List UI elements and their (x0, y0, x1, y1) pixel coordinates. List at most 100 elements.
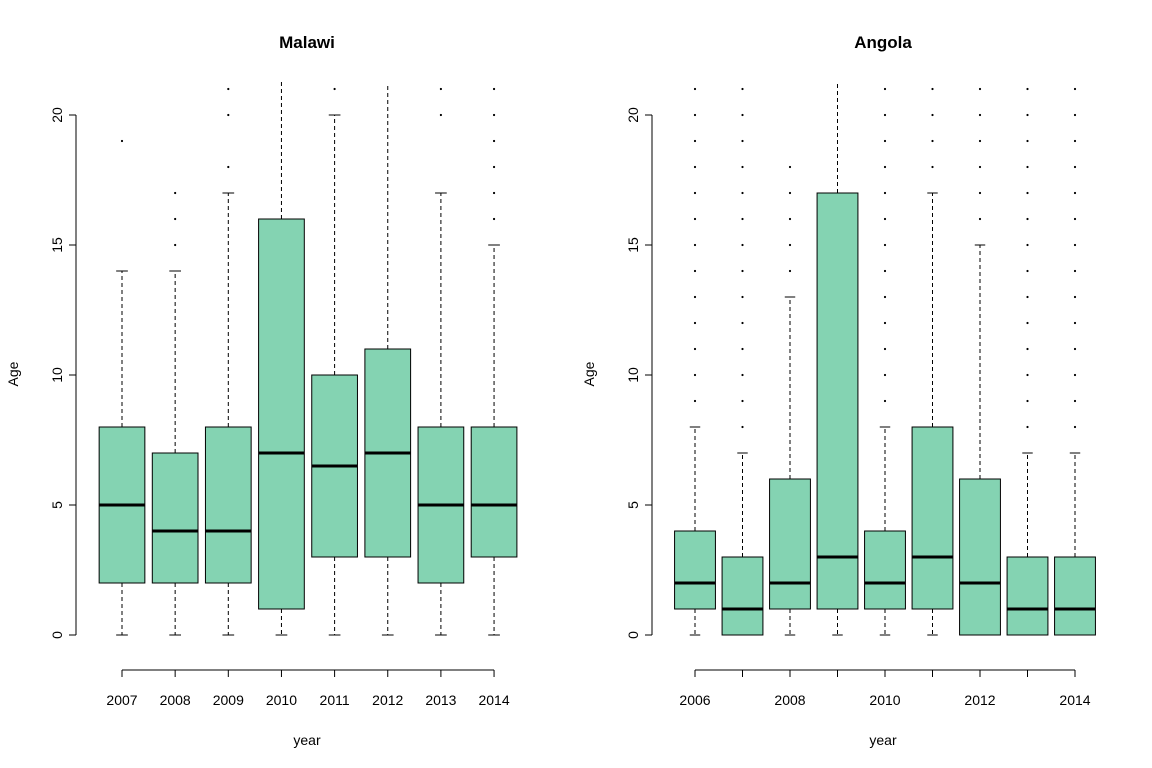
outlier-point (883, 399, 887, 403)
outlier-point (1026, 191, 1029, 195)
outlier-point (227, 165, 230, 169)
outlier-point (693, 217, 697, 221)
box-2013 (417, 87, 465, 636)
outlier-point (693, 347, 697, 351)
iqr-box (816, 192, 859, 610)
y-tick-label: 20 (625, 107, 641, 123)
outlier-point (741, 295, 744, 299)
outlier-point (1073, 243, 1077, 247)
outlier-point (1073, 373, 1077, 377)
outlier-point (693, 191, 697, 195)
outlier-point (1026, 399, 1029, 403)
outlier-point (741, 139, 744, 143)
box-2010 (864, 87, 906, 636)
outlier-point (741, 113, 744, 117)
outlier-point (1026, 295, 1029, 299)
x-tick-label: 2012 (964, 692, 995, 708)
y-tick-label: 15 (49, 237, 65, 253)
x-tick-label: 2010 (266, 692, 297, 708)
iqr-box (470, 426, 518, 558)
outlier-point (741, 321, 744, 325)
y-tick-label: 20 (49, 107, 65, 123)
outlier-point (741, 399, 744, 403)
outlier-point (788, 243, 792, 247)
x-tick-label: 2011 (320, 692, 350, 708)
outlier-point (788, 165, 792, 169)
outlier-point (1073, 139, 1077, 143)
iqr-box (721, 556, 764, 636)
x-tick-label: 2010 (869, 692, 900, 708)
outlier-point (1026, 425, 1029, 429)
outlier-point (1073, 425, 1077, 429)
outlier-point (693, 295, 697, 299)
outlier-point (883, 217, 887, 221)
x-tick-label: 2006 (679, 692, 710, 708)
y-tick-label: 0 (625, 631, 641, 639)
outlier-point (788, 269, 792, 273)
outlier-point (1026, 139, 1029, 143)
outlier-point (492, 139, 496, 143)
box-2008 (151, 191, 199, 636)
outlier-point (1073, 113, 1077, 117)
outlier-point (883, 113, 887, 117)
box-2013 (1006, 87, 1049, 636)
outlier-point (333, 87, 336, 91)
box-2012 (364, 83, 412, 636)
outlier-point (1073, 87, 1077, 91)
outlier-point (883, 139, 887, 143)
box-2011 (311, 87, 358, 636)
outlier-point (741, 425, 744, 429)
outlier-point (174, 243, 177, 247)
outlier-point (1026, 165, 1029, 169)
y-axis-label: Age (581, 361, 597, 386)
outlier-point (693, 321, 697, 325)
outlier-point (1073, 217, 1077, 221)
iqr-box (258, 218, 305, 610)
x-tick-label: 2008 (774, 692, 805, 708)
outlier-point (741, 87, 744, 91)
y-tick-label: 5 (49, 501, 65, 509)
box-2014 (1054, 87, 1096, 636)
outlier-point (1026, 321, 1029, 325)
outlier-point (693, 373, 697, 377)
outlier-point (1026, 373, 1029, 377)
chart-title: Angola (854, 33, 912, 52)
outlier-point (439, 87, 442, 91)
box-2009 (816, 81, 859, 636)
outlier-point (883, 347, 887, 351)
outlier-point (1073, 347, 1077, 351)
outlier-point (788, 217, 792, 221)
iqr-box (1054, 556, 1096, 636)
y-tick-label: 0 (49, 631, 65, 639)
x-axis-label: year (869, 732, 897, 748)
box-2006 (674, 87, 716, 636)
x-tick-label: 2014 (1059, 692, 1090, 708)
outlier-point (1026, 347, 1029, 351)
outlier-point (1073, 399, 1077, 403)
outlier-point (741, 191, 744, 195)
outlier-point (1026, 217, 1029, 221)
x-axis-label: year (293, 732, 321, 748)
outlier-point (978, 87, 982, 91)
outlier-point (978, 217, 982, 221)
plot-area: 0 5 10 15 20 2006 2008 2010 2012 2014 (625, 81, 1096, 708)
outlier-point (693, 87, 697, 91)
outlier-point (1073, 295, 1077, 299)
iqr-box (204, 426, 252, 584)
outlier-point (1026, 269, 1029, 273)
outlier-point (492, 87, 496, 91)
outlier-point (693, 243, 697, 247)
iqr-box (864, 530, 906, 610)
outlier-point (1073, 269, 1077, 273)
outlier-point (741, 373, 744, 377)
box-2014 (470, 87, 518, 636)
outlier-point (174, 217, 177, 221)
outlier-point (931, 113, 934, 117)
iqr-box (911, 426, 954, 610)
x-tick-label: 2008 (160, 692, 191, 708)
y-tick-label: 10 (49, 367, 65, 383)
iqr-box (674, 530, 716, 610)
outlier-point (883, 165, 887, 169)
outlier-point (693, 139, 697, 143)
